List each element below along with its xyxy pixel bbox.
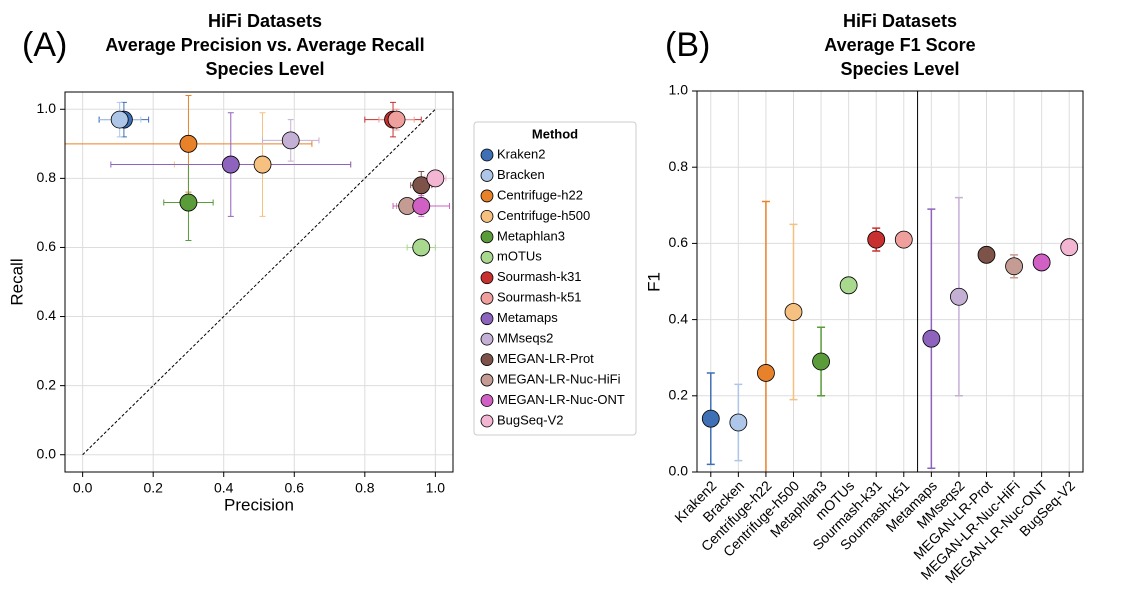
legend-marker <box>480 394 494 407</box>
identity-line <box>82 108 436 456</box>
y-tick-label: 0.8 <box>37 169 57 185</box>
legend-marker <box>480 353 494 367</box>
chart-title: Average F1 Score <box>824 35 975 55</box>
plot-area <box>65 94 450 257</box>
panel-label: (B) <box>665 26 710 64</box>
point <box>426 169 445 188</box>
x-tick-label: 0.4 <box>214 480 234 496</box>
y-tick-label: 0.8 <box>669 158 689 174</box>
point <box>867 230 886 249</box>
x-tick-label: 1.0 <box>426 480 446 496</box>
point <box>757 364 775 382</box>
legend-label: BugSeq-V2 <box>497 412 564 427</box>
y-tick-label: 0.4 <box>37 307 57 323</box>
legend: Method Kraken2 Bracken Centrifuge-h22 Centri… <box>473 121 637 436</box>
y-tick-label: 0.2 <box>37 376 57 392</box>
point <box>221 155 240 174</box>
y-tick-label: 1.0 <box>669 82 689 98</box>
legend-marker <box>480 250 494 264</box>
legend-label: Centrifuge-h500 <box>497 208 590 223</box>
legend-label: Sourmash-k31 <box>497 269 582 284</box>
legend-label: MMseqs2 <box>497 331 553 346</box>
point <box>701 409 720 428</box>
x-tick-label: 0.2 <box>143 480 163 496</box>
point <box>387 110 406 129</box>
chart-title: Average Precision vs. Average Recall <box>105 35 424 55</box>
y-tick-label: 1.0 <box>37 100 57 116</box>
point <box>784 303 803 321</box>
legend-label: Metaphlan3 <box>497 228 565 243</box>
legend-marker <box>480 271 494 285</box>
legend-label: MEGAN-LR-Nuc-ONT <box>497 392 625 407</box>
legend-label: mOTUs <box>497 249 542 264</box>
legend-marker <box>480 169 494 182</box>
y-tick-label: 0.0 <box>669 463 689 479</box>
point <box>253 155 272 174</box>
y-tick-label: 0.4 <box>669 310 689 326</box>
legend-label: Sourmash-k51 <box>497 290 582 305</box>
point <box>1060 238 1079 257</box>
y-tick-label: 0.6 <box>37 238 57 254</box>
legend-label: Centrifuge-h22 <box>497 187 583 202</box>
panel-label: (A) <box>22 26 67 64</box>
legend-box <box>473 121 637 436</box>
point <box>922 329 941 348</box>
chart-title: HiFi Datasets <box>843 11 957 31</box>
legend-marker <box>480 189 494 203</box>
point <box>977 245 996 264</box>
y-axis-label: F1 <box>644 272 663 292</box>
legend-label: MEGAN-LR-Prot <box>497 351 594 366</box>
point <box>950 287 968 306</box>
axes-frame <box>696 90 1084 473</box>
chart-title: Species Level <box>840 59 959 79</box>
y-tick-label: 0.2 <box>669 387 689 403</box>
x-tick-label: 0.6 <box>285 480 305 496</box>
point <box>812 352 830 371</box>
point <box>729 413 748 432</box>
point <box>179 193 198 212</box>
chart-title: HiFi Datasets <box>208 11 322 31</box>
chart-title: Species Level <box>205 59 324 79</box>
y-tick-label: 0.6 <box>669 234 689 250</box>
x-tick-label: 0.0 <box>73 480 93 496</box>
legend-marker <box>480 332 494 346</box>
point <box>110 110 129 129</box>
point <box>1032 253 1051 272</box>
legend-marker <box>480 373 494 387</box>
point <box>1005 257 1023 276</box>
legend-marker <box>480 312 494 326</box>
point <box>412 238 431 257</box>
legend-marker <box>480 148 494 162</box>
y-tick-label: 0.0 <box>37 445 57 461</box>
legend-label: Metamaps <box>497 310 558 325</box>
legend-title: Method <box>532 126 578 141</box>
point <box>179 134 198 153</box>
legend-marker <box>480 291 494 305</box>
plot-area <box>701 196 1079 472</box>
legend-label: MEGAN-LR-Nuc-HiFi <box>497 371 621 386</box>
legend-marker <box>480 414 494 428</box>
point <box>412 197 431 215</box>
legend-label: Bracken <box>497 167 545 182</box>
point <box>839 276 858 295</box>
y-axis-label: Recall <box>7 258 26 305</box>
point <box>894 230 913 249</box>
legend-marker <box>480 209 494 223</box>
x-axis-label: Precision <box>224 495 294 514</box>
legend-label: Kraken2 <box>497 146 545 161</box>
x-tick-label: 0.8 <box>355 480 375 496</box>
point <box>281 131 300 150</box>
axes-frame <box>64 91 454 473</box>
legend-marker <box>480 230 494 244</box>
